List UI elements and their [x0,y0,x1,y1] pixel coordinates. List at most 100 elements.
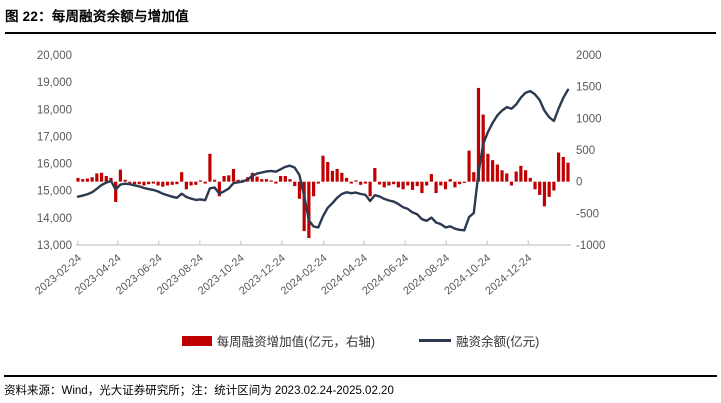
weekly-increase-bar [476,87,481,182]
weekly-increase-bar [491,160,495,182]
weekly-increase-bar [434,181,438,194]
weekly-increase-bar [509,181,514,186]
y-axis-label-right: 500 [576,145,595,157]
weekly-increase-bar [396,181,400,188]
weekly-increase-bar [505,173,509,182]
y-axis-label-right: 0 [576,177,582,189]
weekly-increase-bar [486,153,490,182]
weekly-increase-bar [387,181,391,186]
legend-item-balance: 融资余额(亿元) [419,331,539,350]
weekly-increase-bar [373,168,377,182]
weekly-increase-bar [514,171,518,182]
chart-legend: 每周融资增加值(亿元，右轴) 融资余额(亿元) [0,331,721,350]
legend-label-balance: 融资余额(亿元) [456,335,540,349]
weekly-increase-bar [542,181,547,207]
weekly-increase-bar [335,169,339,182]
weekly-increase-bar [165,181,170,186]
weekly-increase-bar [132,181,137,185]
weekly-increase-bar [458,181,462,185]
weekly-increase-bar [392,181,396,185]
weekly-increase-bar [76,177,80,182]
weekly-increase-bar [264,179,269,182]
figure-title: 图 22：每周融资余额与增加值 [5,5,716,34]
weekly-increase-bar [161,181,165,187]
weekly-increase-bar [194,181,198,185]
weekly-increase-bar [189,181,193,186]
weekly-increase-bar [566,162,570,182]
weekly-increase-bar [147,181,151,185]
weekly-increase-bar [184,181,188,190]
weekly-increase-bar [495,164,499,182]
y-axis-label-left: 13,000 [37,240,72,252]
weekly-increase-bar [326,162,330,182]
weekly-increase-bar [260,179,264,182]
weekly-increase-bar [316,181,320,184]
weekly-increase-bar [340,172,344,182]
weekly-increase-bar [95,173,99,182]
weekly-increase-bar [213,179,217,182]
weekly-increase-bar [307,181,311,239]
weekly-increase-bar [415,181,419,187]
y-axis-label-right: 1500 [576,82,602,94]
weekly-increase-bar [128,181,132,183]
weekly-increase-bar [377,181,382,185]
weekly-increase-bar [236,179,240,182]
weekly-increase-bar [359,181,363,185]
weekly-increase-bar [462,181,466,183]
weekly-increase-bar [151,181,155,184]
weekly-increase-bar [420,181,424,194]
weekly-increase-bar [528,177,532,182]
weekly-increase-bar [439,181,443,186]
weekly-increase-bar [198,180,203,182]
weekly-increase-bar [425,181,429,186]
weekly-increase-bar [283,175,287,182]
weekly-increase-bar [561,156,565,182]
weekly-increase-bar [429,174,433,182]
weekly-increase-bar [443,181,448,190]
weekly-increase-bar [330,170,335,182]
source-note: 资料来源：Wind，光大证券研究所；注：统计区间为 2023.02.24-202… [4,375,717,398]
weekly-increase-bar [410,181,415,190]
weekly-increase-bar [556,152,561,182]
weekly-increase-bar [118,169,122,182]
weekly-increase-bar [175,181,179,185]
weekly-increase-bar [288,179,292,182]
balance-line [76,88,570,232]
weekly-increase-bar [547,181,551,197]
weekly-increase-bar [170,181,174,185]
weekly-increase-bar [519,165,523,182]
weekly-increase-bar [524,170,528,182]
weekly-increase-bar [255,176,259,182]
weekly-increase-bar [142,181,146,186]
weekly-increase-bar [453,181,457,188]
weekly-increase-bar [104,175,108,182]
weekly-increase-bar [208,153,212,182]
weekly-increase-bar [222,175,226,182]
y-axis-label-left: 19,000 [37,77,72,89]
weekly-increase-bar [500,170,504,182]
y-axis-label-left: 15,000 [37,186,72,198]
weekly-increase-bar [311,181,316,197]
weekly-increase-bar [269,180,273,182]
weekly-increase-bar [302,181,306,232]
weekly-increase-bar [448,179,452,182]
weekly-increase-bar [81,179,85,182]
weekly-increase-bar [227,175,231,182]
weekly-increase-bar [180,172,184,182]
weekly-increase-bar [321,155,325,182]
weekly-increase-bar [231,169,236,182]
y-axis-label-right: 1000 [576,113,602,125]
weekly-increase-bar [90,177,94,182]
weekly-increase-bar [406,181,410,186]
weekly-increase-bar [349,181,353,184]
weekly-increase-bar [344,177,349,182]
weekly-increase-bar [363,181,367,184]
y-axis-label-right: -500 [576,208,599,220]
weekly-increase-bar [467,150,471,182]
bar-swatch-icon [181,335,212,346]
legend-label-increase: 每周融资增加值(亿元，右轴) [216,335,375,349]
weekly-increase-bar [533,181,537,190]
line-swatch-icon [419,339,451,342]
weekly-increase-bar [85,178,90,182]
